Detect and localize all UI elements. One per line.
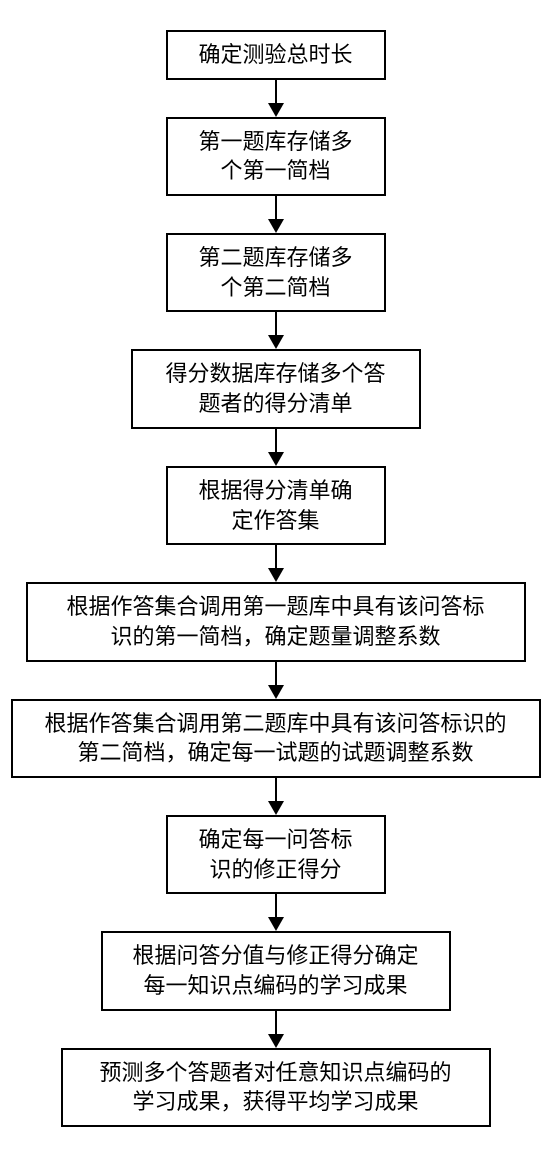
flow-arrow-3 xyxy=(268,429,284,466)
flow-node-8: 根据问答分值与修正得分确定每一知识点编码的学习成果 xyxy=(101,931,451,1010)
flowchart-container: 确定测验总时长第一题库存储多个第一简档第二题库存储多个第二简档得分数据库存储多个… xyxy=(11,30,541,1127)
arrow-head-icon xyxy=(268,801,284,815)
arrow-head-icon xyxy=(268,685,284,699)
arrow-shaft xyxy=(275,778,277,802)
flow-node-7: 确定每一问答标识的修正得分 xyxy=(166,815,386,894)
flow-node-4: 根据得分清单确定作答集 xyxy=(166,466,386,545)
flow-node-3: 得分数据库存储多个答题者的得分清单 xyxy=(131,349,421,428)
arrow-shaft xyxy=(275,80,277,104)
flow-arrow-4 xyxy=(268,545,284,582)
flow-arrow-1 xyxy=(268,196,284,233)
flow-arrow-6 xyxy=(268,778,284,815)
arrow-shaft xyxy=(275,312,277,336)
flow-node-1: 第一题库存储多个第一简档 xyxy=(166,117,386,196)
arrow-shaft xyxy=(275,429,277,453)
flow-node-0: 确定测验总时长 xyxy=(166,30,386,80)
arrow-shaft xyxy=(275,894,277,918)
flow-arrow-0 xyxy=(268,80,284,117)
flow-node-6: 根据作答集合调用第二题库中具有该问答标识的第二简档，确定每一试题的试题调整系数 xyxy=(11,699,541,778)
flow-arrow-2 xyxy=(268,312,284,349)
arrow-head-icon xyxy=(268,219,284,233)
flow-node-5: 根据作答集合调用第一题库中具有该问答标识的第一简档，确定题量调整系数 xyxy=(26,582,526,661)
flow-node-2: 第二题库存储多个第二简档 xyxy=(166,233,386,312)
arrow-head-icon xyxy=(268,1034,284,1048)
arrow-head-icon xyxy=(268,335,284,349)
arrow-head-icon xyxy=(268,917,284,931)
arrow-head-icon xyxy=(268,452,284,466)
flow-arrow-7 xyxy=(268,894,284,931)
flow-arrow-8 xyxy=(268,1011,284,1048)
arrow-shaft xyxy=(275,662,277,686)
arrow-shaft xyxy=(275,196,277,220)
arrow-head-icon xyxy=(268,568,284,582)
arrow-head-icon xyxy=(268,103,284,117)
flow-arrow-5 xyxy=(268,662,284,699)
arrow-shaft xyxy=(275,545,277,569)
flow-node-9: 预测多个答题者对任意知识点编码的学习成果，获得平均学习成果 xyxy=(61,1048,491,1127)
arrow-shaft xyxy=(275,1011,277,1035)
